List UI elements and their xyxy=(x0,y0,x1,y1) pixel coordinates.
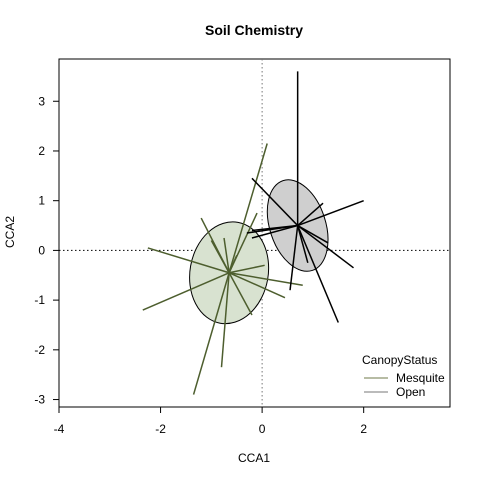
spider-line xyxy=(289,225,299,291)
x-axis-label: CCA1 xyxy=(238,451,270,465)
spider-line xyxy=(220,272,230,368)
legend-title: CanopyStatus xyxy=(362,353,437,367)
spider-line xyxy=(142,272,230,311)
spider-line xyxy=(210,240,230,274)
series-mesquite xyxy=(142,143,303,395)
legend-label-open: Open xyxy=(396,385,425,399)
x-tick-label: 2 xyxy=(360,422,367,436)
series-open xyxy=(246,71,364,323)
spider-line xyxy=(297,202,324,227)
y-tick-label: 2 xyxy=(38,144,45,158)
y-tick-label: 1 xyxy=(38,194,45,208)
spider-line xyxy=(192,272,230,395)
x-tick-label: -2 xyxy=(155,422,166,436)
spider-line xyxy=(147,247,230,274)
axes: -4 -2 0 2 -3 -2 -1 0 1 2 3 xyxy=(34,58,451,436)
y-tick-label: -1 xyxy=(34,293,45,307)
x-tick-label: -4 xyxy=(54,422,65,436)
spider-lines xyxy=(142,71,364,395)
spider-line xyxy=(246,224,298,234)
spider-line xyxy=(228,272,286,299)
y-tick-label: -3 xyxy=(34,393,45,407)
spider-line xyxy=(228,255,238,274)
x-tick-label: 0 xyxy=(259,422,266,436)
reference-lines xyxy=(59,59,450,407)
spider-line xyxy=(297,224,354,269)
spider-line xyxy=(228,264,265,274)
spider-line xyxy=(228,272,253,316)
plot-frame xyxy=(58,58,451,408)
y-tick-label: 3 xyxy=(38,94,45,108)
spider-line xyxy=(296,225,339,323)
group-ellipses xyxy=(189,179,329,325)
spider-line xyxy=(223,237,230,273)
spider-line xyxy=(251,224,298,239)
spider-line xyxy=(228,143,268,273)
y-axis-label: CCA2 xyxy=(3,216,17,248)
chart-title: Soil Chemistry xyxy=(205,22,303,38)
legend-label-mesquite: Mesquite xyxy=(396,371,445,385)
spider-line xyxy=(297,224,329,244)
y-tick-label: 0 xyxy=(38,243,45,257)
spider-line xyxy=(296,225,309,264)
y-tick-label: -2 xyxy=(34,343,45,357)
spider-line xyxy=(251,177,299,227)
spider-line xyxy=(297,199,364,227)
